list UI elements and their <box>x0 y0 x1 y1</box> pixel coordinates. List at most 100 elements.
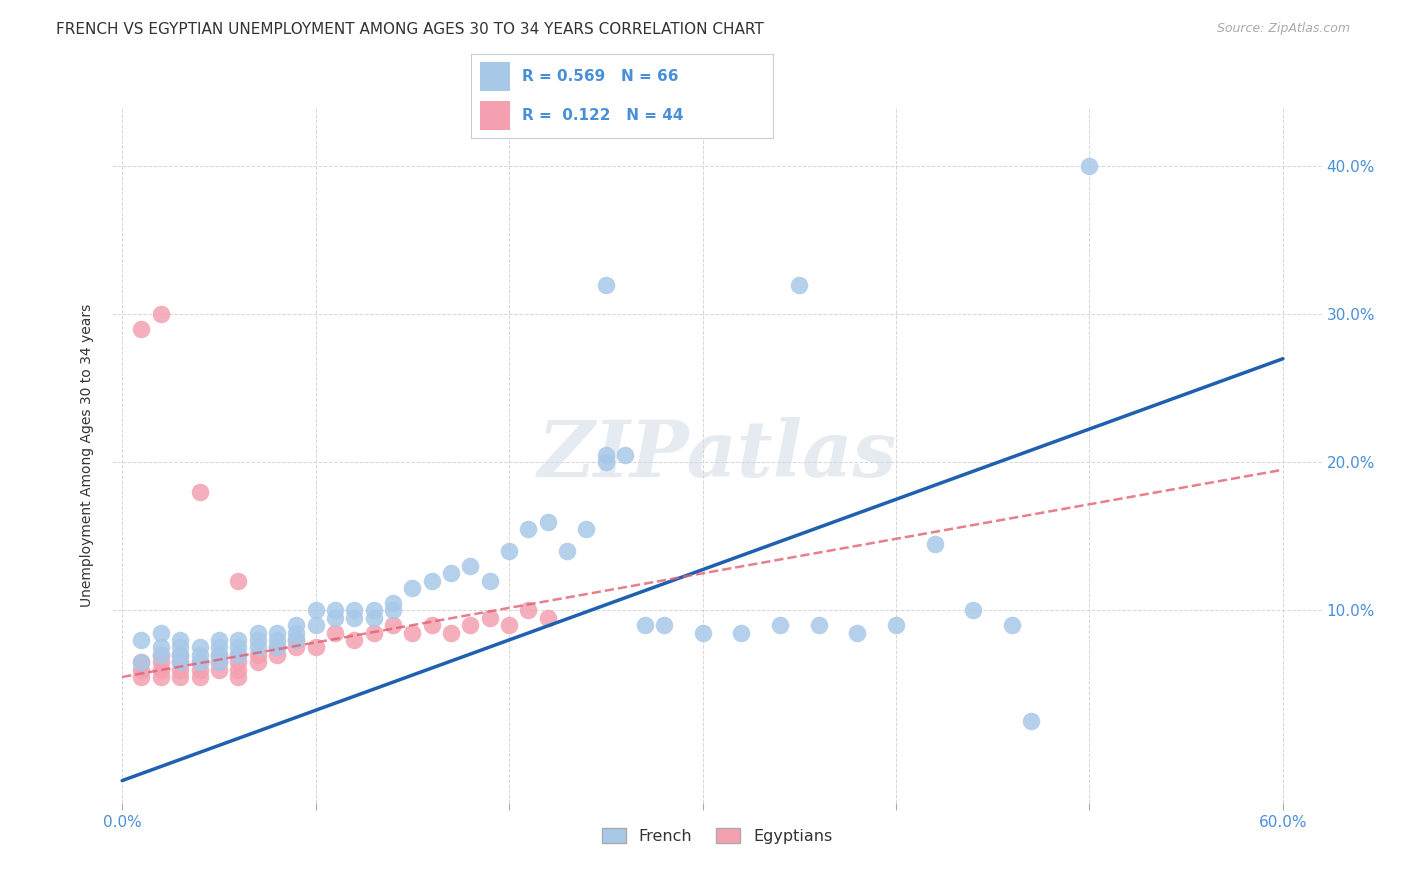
Point <box>188 640 211 655</box>
Point <box>1078 159 1101 173</box>
Point <box>420 618 443 632</box>
Point <box>266 632 288 647</box>
Point <box>343 603 366 617</box>
Point <box>208 648 231 662</box>
Point <box>363 611 385 625</box>
Point <box>440 566 463 581</box>
Point <box>440 625 463 640</box>
Point <box>401 581 423 595</box>
Point <box>478 574 501 588</box>
Legend: French, Egyptians: French, Egyptians <box>596 822 838 850</box>
Point <box>208 655 231 669</box>
Point <box>131 655 153 669</box>
Point <box>498 544 520 558</box>
Point <box>188 663 211 677</box>
Point <box>420 574 443 588</box>
Point <box>266 640 288 655</box>
Point <box>692 625 714 640</box>
Point <box>266 648 288 662</box>
Point <box>323 603 346 617</box>
Point <box>323 625 346 640</box>
Point <box>884 618 907 632</box>
Point <box>226 632 249 647</box>
Point <box>131 670 153 684</box>
Point <box>226 640 249 655</box>
Point <box>730 625 752 640</box>
Point <box>188 670 211 684</box>
Point <box>188 655 211 669</box>
Point <box>266 640 288 655</box>
Point <box>343 611 366 625</box>
Point <box>246 648 269 662</box>
Point <box>498 618 520 632</box>
Point <box>478 611 501 625</box>
Point <box>226 663 249 677</box>
Point <box>575 522 598 536</box>
Text: R = 0.569   N = 66: R = 0.569 N = 66 <box>523 69 679 84</box>
Point <box>924 537 946 551</box>
Point <box>226 670 249 684</box>
Point <box>246 625 269 640</box>
Point <box>169 655 191 669</box>
Point <box>246 632 269 647</box>
Point <box>1021 714 1043 729</box>
Point <box>226 648 249 662</box>
Point <box>246 655 269 669</box>
Point <box>595 277 617 292</box>
Point <box>807 618 830 632</box>
Point <box>149 655 172 669</box>
Point <box>188 648 211 662</box>
Point <box>304 603 326 617</box>
Point <box>285 632 308 647</box>
Point <box>149 663 172 677</box>
Point <box>304 618 326 632</box>
Point <box>131 655 153 669</box>
Point <box>285 632 308 647</box>
Point <box>382 596 405 610</box>
Point <box>323 611 346 625</box>
Point <box>382 618 405 632</box>
FancyBboxPatch shape <box>479 62 510 91</box>
Point <box>285 618 308 632</box>
Point <box>595 448 617 462</box>
Point <box>226 648 249 662</box>
Point <box>652 618 675 632</box>
Point <box>304 640 326 655</box>
Point <box>363 603 385 617</box>
Point <box>149 625 172 640</box>
Point <box>169 648 191 662</box>
Point <box>149 670 172 684</box>
Point <box>131 322 153 336</box>
Text: R =  0.122   N = 44: R = 0.122 N = 44 <box>523 108 683 123</box>
Text: FRENCH VS EGYPTIAN UNEMPLOYMENT AMONG AGES 30 TO 34 YEARS CORRELATION CHART: FRENCH VS EGYPTIAN UNEMPLOYMENT AMONG AG… <box>56 22 763 37</box>
Point <box>460 558 482 573</box>
Point <box>169 632 191 647</box>
Y-axis label: Unemployment Among Ages 30 to 34 years: Unemployment Among Ages 30 to 34 years <box>80 303 94 607</box>
Point <box>149 640 172 655</box>
Point <box>517 522 540 536</box>
Point <box>208 648 231 662</box>
Point <box>537 515 560 529</box>
Point <box>149 648 172 662</box>
Point <box>169 640 191 655</box>
Point <box>343 632 366 647</box>
Point <box>149 648 172 662</box>
Point <box>285 640 308 655</box>
Point <box>131 663 153 677</box>
Point <box>555 544 578 558</box>
Point <box>188 655 211 669</box>
Point <box>769 618 792 632</box>
Point <box>208 640 231 655</box>
Point <box>169 670 191 684</box>
Point <box>846 625 869 640</box>
Point <box>131 632 153 647</box>
Point <box>285 625 308 640</box>
Point <box>614 448 637 462</box>
Point <box>188 484 211 499</box>
Point <box>226 655 249 669</box>
Point <box>226 574 249 588</box>
Point <box>517 603 540 617</box>
Point <box>169 663 191 677</box>
Point <box>246 640 269 655</box>
Text: ZIPatlas: ZIPatlas <box>537 417 897 493</box>
